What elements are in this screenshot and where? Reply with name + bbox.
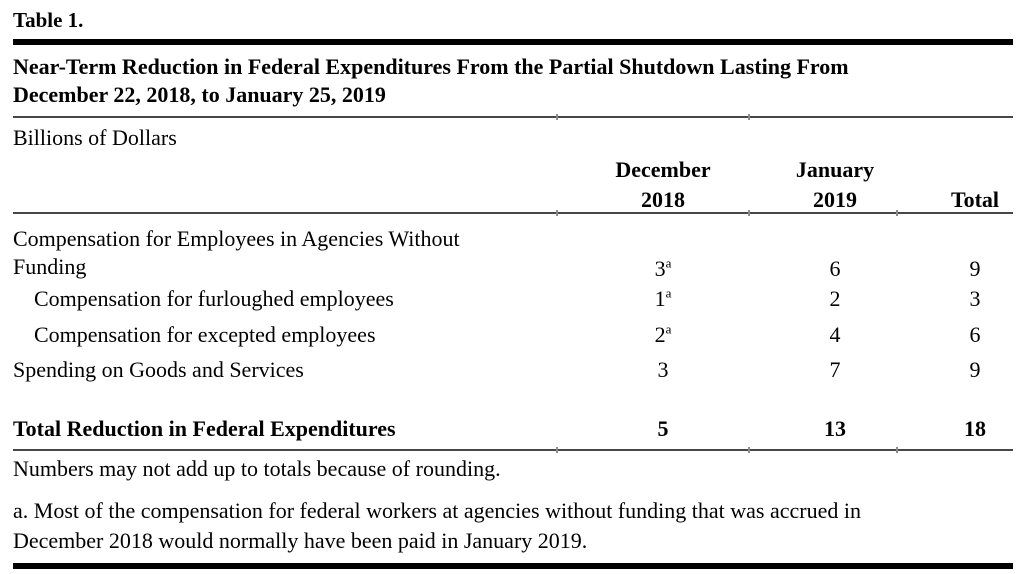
row-label: Compensation for excepted employees xyxy=(34,322,376,347)
column-header-january-2019: January 2019 xyxy=(795,157,875,212)
row-label: Spending on Goods and Services xyxy=(13,357,304,382)
value-december: 5 xyxy=(657,416,669,441)
value-december: 1a xyxy=(568,285,758,313)
divider-thick-top xyxy=(13,39,1013,45)
rounding-note: Numbers may not add up to totals because… xyxy=(13,456,501,481)
column-header-december-2018: December 2018 xyxy=(615,157,711,212)
column-tick xyxy=(748,210,750,216)
row-label: Compensation for furloughed employees xyxy=(34,286,394,311)
footnote-a: a. Most of the compensation for federal … xyxy=(13,498,861,553)
value-january: 4 xyxy=(829,322,841,347)
column-tick xyxy=(556,447,558,453)
column-tick xyxy=(748,114,750,120)
row-label: Compensation for Employees in Agencies W… xyxy=(13,226,460,279)
value-december: 3a xyxy=(568,255,758,283)
footnote-marker: a xyxy=(665,285,672,301)
divider-under-title xyxy=(13,114,1013,120)
value-text: 3 xyxy=(654,256,666,281)
value-text: 1 xyxy=(654,286,666,311)
footnote-marker: a xyxy=(665,321,672,337)
value-january: 7 xyxy=(829,357,841,382)
divider-under-total xyxy=(13,447,1013,453)
table-title: Near-Term Reduction in Federal Expenditu… xyxy=(13,54,849,107)
footnote-marker: a xyxy=(665,255,672,271)
value-january: 13 xyxy=(824,416,846,441)
table-number: Table 1. xyxy=(13,8,84,32)
column-tick xyxy=(556,114,558,120)
value-total: 9 xyxy=(969,256,981,281)
value-total: 6 xyxy=(969,322,981,347)
value-january: 2 xyxy=(829,286,841,311)
value-total: 9 xyxy=(969,357,981,382)
unit-label: Billions of Dollars xyxy=(13,125,177,150)
total-row-label: Total Reduction in Federal Expenditures xyxy=(13,416,396,441)
value-december: 3 xyxy=(657,357,669,382)
value-december: 2a xyxy=(568,321,758,349)
column-tick xyxy=(748,447,750,453)
value-text: 2 xyxy=(654,322,666,347)
column-tick xyxy=(896,447,898,453)
column-tick xyxy=(556,210,558,216)
column-header-total: Total xyxy=(950,187,1000,212)
divider-thick-bottom xyxy=(13,563,1013,569)
divider-under-header xyxy=(13,210,1013,216)
value-total: 18 xyxy=(964,416,986,441)
value-total: 3 xyxy=(969,286,981,311)
column-tick xyxy=(896,210,898,216)
value-january: 6 xyxy=(829,256,841,281)
